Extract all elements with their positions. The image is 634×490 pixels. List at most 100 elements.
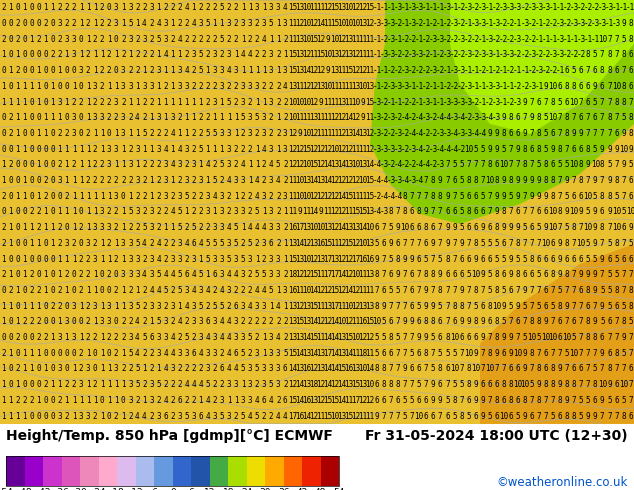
Text: 2: 2 <box>8 160 13 170</box>
Text: -2: -2 <box>429 113 438 122</box>
Text: -2: -2 <box>443 19 452 28</box>
Text: 2: 2 <box>269 412 273 420</box>
Text: 4: 4 <box>198 349 203 358</box>
Text: 5: 5 <box>593 192 598 201</box>
Text: -1: -1 <box>506 82 515 91</box>
Text: 15: 15 <box>365 176 375 185</box>
Text: 13: 13 <box>295 333 304 342</box>
Text: -2: -2 <box>485 98 495 106</box>
Text: 5: 5 <box>135 302 139 311</box>
Text: 6: 6 <box>417 254 422 264</box>
Text: 7: 7 <box>488 207 492 217</box>
Text: 7: 7 <box>621 239 626 248</box>
Text: -2: -2 <box>464 35 473 44</box>
Text: 17: 17 <box>288 412 297 420</box>
Text: 6: 6 <box>543 286 548 295</box>
Text: 3: 3 <box>255 349 259 358</box>
Text: 2: 2 <box>100 160 105 170</box>
Text: 5: 5 <box>593 145 598 154</box>
Text: 10: 10 <box>513 380 522 389</box>
Text: 8: 8 <box>536 145 541 154</box>
Text: 9: 9 <box>495 207 499 217</box>
Text: 6: 6 <box>586 302 590 311</box>
Text: 2: 2 <box>58 239 62 248</box>
Text: 0: 0 <box>1 286 6 295</box>
Bar <box>302 456 321 486</box>
Text: 13: 13 <box>302 318 311 326</box>
Text: 1: 1 <box>184 129 189 138</box>
Text: 0: 0 <box>8 35 13 44</box>
Text: -1: -1 <box>379 3 389 12</box>
Text: 6: 6 <box>579 82 583 91</box>
Text: 12: 12 <box>302 239 311 248</box>
Text: 2: 2 <box>212 35 217 44</box>
Text: 1: 1 <box>93 207 98 217</box>
Text: 15: 15 <box>365 98 375 106</box>
Text: 6: 6 <box>586 82 590 91</box>
Text: 7: 7 <box>579 333 583 342</box>
Text: 1: 1 <box>93 286 98 295</box>
Text: 0: 0 <box>100 270 105 279</box>
Text: 5: 5 <box>515 254 520 264</box>
Text: 2: 2 <box>128 176 133 185</box>
Text: 7: 7 <box>607 98 612 106</box>
Text: 9: 9 <box>473 349 478 358</box>
Text: 6: 6 <box>459 270 463 279</box>
Text: 2: 2 <box>36 286 41 295</box>
Text: 1: 1 <box>86 35 91 44</box>
Text: 3: 3 <box>58 365 62 373</box>
Text: 5: 5 <box>607 239 612 248</box>
Text: 5: 5 <box>438 349 443 358</box>
Text: -3: -3 <box>492 82 501 91</box>
Text: -2: -2 <box>436 50 445 59</box>
Text: -1: -1 <box>386 3 396 12</box>
Text: 4: 4 <box>248 223 252 232</box>
Text: -2: -2 <box>548 66 558 75</box>
Text: -3: -3 <box>555 35 565 44</box>
Text: 2: 2 <box>276 50 281 59</box>
Text: 0: 0 <box>72 66 76 75</box>
Text: 13: 13 <box>309 239 318 248</box>
Text: 1: 1 <box>86 286 91 295</box>
Text: 4: 4 <box>163 396 168 405</box>
Text: 1: 1 <box>171 66 175 75</box>
Text: 6: 6 <box>515 365 520 373</box>
Text: 2: 2 <box>171 192 175 201</box>
Text: 7: 7 <box>529 239 534 248</box>
Text: -2: -2 <box>429 19 438 28</box>
Text: 6: 6 <box>473 223 478 232</box>
Text: 3: 3 <box>255 3 259 12</box>
Text: 1: 1 <box>171 19 175 28</box>
Text: ©weatheronline.co.uk: ©weatheronline.co.uk <box>496 476 628 489</box>
Text: 0: 0 <box>22 333 27 342</box>
Text: 8: 8 <box>459 412 463 420</box>
Text: 9: 9 <box>438 270 443 279</box>
Text: 9: 9 <box>480 412 485 420</box>
Text: 11: 11 <box>316 129 325 138</box>
Text: -3: -3 <box>422 113 431 122</box>
Text: 6: 6 <box>551 129 555 138</box>
Text: -2: -2 <box>379 113 389 122</box>
Text: 3: 3 <box>191 318 196 326</box>
Text: 13: 13 <box>295 3 304 12</box>
Text: 6: 6 <box>488 254 492 264</box>
Text: 4: 4 <box>219 286 224 295</box>
Text: 7: 7 <box>600 239 605 248</box>
Text: 3: 3 <box>121 82 126 91</box>
Text: 4: 4 <box>205 412 210 420</box>
Text: 2: 2 <box>58 223 62 232</box>
Text: 4: 4 <box>226 365 231 373</box>
Text: 4: 4 <box>255 223 259 232</box>
Text: Fr 31-05-2024 18:00 UTC (12+30): Fr 31-05-2024 18:00 UTC (12+30) <box>365 429 628 443</box>
Text: 7: 7 <box>614 160 619 170</box>
Text: 14: 14 <box>323 365 332 373</box>
Text: 2: 2 <box>178 176 182 185</box>
Text: 4: 4 <box>212 192 217 201</box>
Text: 1: 1 <box>262 66 266 75</box>
Text: 2: 2 <box>241 192 245 201</box>
Text: 17: 17 <box>323 270 332 279</box>
Text: 15: 15 <box>358 207 368 217</box>
Text: 14: 14 <box>295 239 304 248</box>
Polygon shape <box>480 244 634 424</box>
Text: 5: 5 <box>128 349 133 358</box>
